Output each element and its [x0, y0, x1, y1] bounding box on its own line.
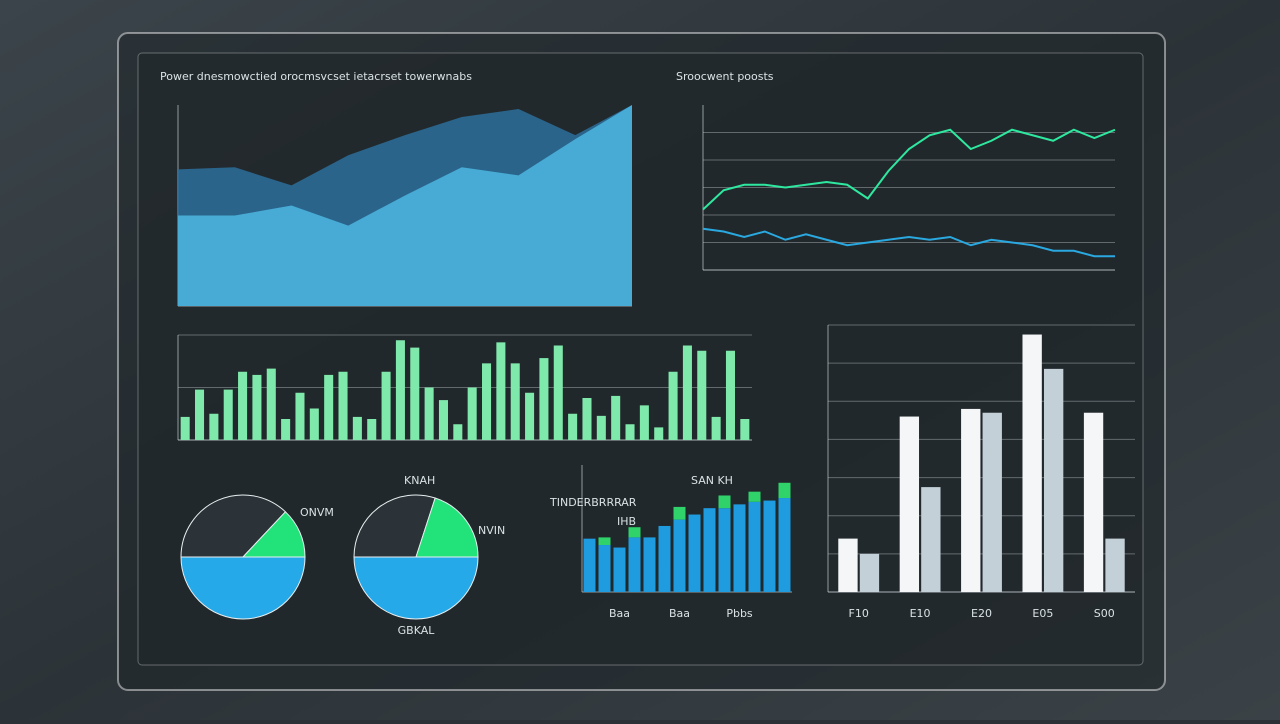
bar-segment: [598, 545, 611, 592]
area: [178, 105, 632, 306]
x-tick-label: Pbbs: [726, 607, 753, 620]
bar-segment: [748, 501, 761, 592]
bar-segment: [673, 506, 686, 520]
bar-segment: [643, 537, 656, 592]
bar-segment: [748, 491, 761, 502]
x-tick-label: Baa: [609, 607, 630, 620]
bar: [711, 416, 721, 440]
bar: [611, 395, 621, 440]
bar: [510, 363, 520, 440]
bar: [338, 371, 348, 440]
bar: [725, 350, 735, 440]
bar: [899, 416, 920, 592]
pie-slice: [241, 511, 306, 558]
bar: [961, 408, 981, 592]
x-tick-label: E20: [971, 607, 992, 620]
line: [702, 227, 1115, 258]
bar: [682, 345, 692, 440]
bar-segment: [688, 514, 701, 592]
bar: [553, 345, 563, 440]
x-tick-label: Baa: [669, 607, 690, 620]
bar: [467, 387, 477, 440]
bar: [654, 427, 664, 440]
x-tick-label: S00: [1094, 607, 1115, 620]
bar: [697, 350, 707, 440]
annotation: ONVM: [300, 506, 334, 519]
pie-slice: [415, 497, 479, 558]
pie-slice: [180, 556, 306, 620]
bar: [180, 416, 190, 440]
bar: [1043, 368, 1064, 592]
bar: [582, 398, 592, 440]
bar-segment: [658, 525, 671, 592]
bar: [424, 387, 434, 440]
bar: [324, 374, 334, 440]
bar-segment: [598, 537, 611, 546]
bar: [453, 424, 463, 440]
bar-segment: [703, 508, 716, 592]
bar-segment: [673, 519, 686, 592]
chart-title: Sroocwent poosts: [676, 70, 774, 83]
bar: [438, 400, 448, 440]
pie-slice: [180, 494, 287, 558]
x-tick-label: E10: [910, 607, 931, 620]
bar: [209, 413, 219, 440]
bar: [238, 371, 248, 440]
bar: [539, 358, 549, 440]
bar: [625, 424, 635, 440]
bar-segment: [733, 504, 746, 592]
x-tick-label: F10: [849, 607, 869, 620]
bar: [568, 413, 578, 440]
bar: [266, 368, 276, 440]
bar: [367, 419, 377, 440]
chart-title: SAN KH: [691, 474, 733, 487]
bar-segment: [628, 537, 641, 592]
bar-segment: [778, 482, 791, 499]
bar: [309, 408, 319, 440]
bar: [1022, 334, 1042, 592]
bar: [352, 416, 362, 440]
bar-segment: [718, 508, 731, 592]
bar: [252, 374, 262, 440]
bar-segment: [583, 538, 596, 592]
bar: [496, 342, 506, 440]
annotation: KNAH: [404, 474, 435, 487]
bar-segment: [763, 500, 776, 592]
bar-segment: [778, 498, 791, 592]
pie-slice: [353, 494, 436, 558]
bar: [639, 405, 649, 440]
bar: [596, 415, 606, 440]
bar-segment: [613, 547, 626, 592]
bar-segment: [718, 495, 731, 509]
annotation: NVIN: [478, 524, 505, 537]
bar: [195, 389, 205, 440]
bar: [395, 340, 405, 440]
bar: [223, 389, 233, 440]
bar: [482, 363, 492, 440]
bar: [381, 371, 391, 440]
bar: [281, 419, 291, 440]
annotation: GBKAL: [398, 624, 436, 637]
chart-title: Power dnesmowctied orocmsvcset ietacrset…: [160, 70, 472, 83]
bar: [921, 487, 941, 592]
pie-slice: [353, 556, 479, 620]
bar: [1083, 412, 1104, 592]
bar: [859, 553, 880, 592]
bar: [668, 371, 678, 440]
bar: [295, 392, 305, 440]
bar: [982, 412, 1002, 592]
bar: [740, 419, 750, 440]
bar: [1105, 538, 1125, 592]
bar: [525, 392, 535, 440]
x-tick-label: E05: [1032, 607, 1053, 620]
annotation: TINDERBRRRAR: [549, 496, 637, 509]
line: [702, 128, 1116, 211]
bar: [410, 347, 420, 440]
bar: [838, 538, 858, 592]
bar-segment: [628, 527, 641, 538]
annotation: IHB: [617, 515, 636, 528]
